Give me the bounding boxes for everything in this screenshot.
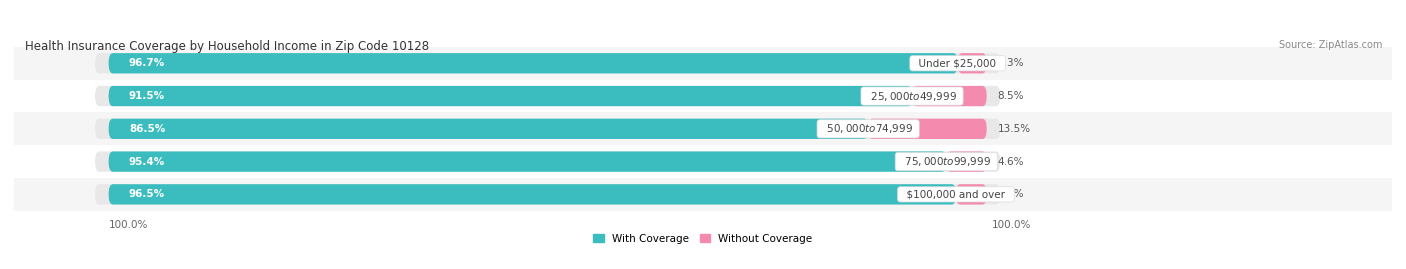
Text: 95.4%: 95.4%	[129, 157, 165, 167]
FancyBboxPatch shape	[108, 184, 956, 204]
Text: 4.6%: 4.6%	[997, 157, 1024, 167]
Text: 8.5%: 8.5%	[997, 91, 1024, 101]
FancyBboxPatch shape	[956, 184, 987, 204]
Text: Health Insurance Coverage by Household Income in Zip Code 10128: Health Insurance Coverage by Household I…	[25, 40, 429, 53]
FancyBboxPatch shape	[946, 151, 987, 172]
Text: $50,000 to $74,999: $50,000 to $74,999	[820, 122, 917, 135]
FancyBboxPatch shape	[108, 119, 868, 139]
Text: 100.0%: 100.0%	[108, 220, 148, 230]
Text: 100.0%: 100.0%	[991, 220, 1031, 230]
Text: 96.7%: 96.7%	[129, 58, 165, 68]
Bar	[0, 178, 1406, 211]
FancyBboxPatch shape	[108, 151, 946, 172]
Text: $25,000 to $49,999: $25,000 to $49,999	[863, 90, 960, 102]
FancyBboxPatch shape	[108, 86, 912, 106]
Bar	[0, 47, 1406, 80]
FancyBboxPatch shape	[96, 86, 1000, 106]
Text: 3.3%: 3.3%	[997, 58, 1024, 68]
FancyBboxPatch shape	[96, 184, 1000, 204]
Text: $100,000 and over: $100,000 and over	[900, 189, 1012, 199]
Bar	[0, 112, 1406, 145]
Bar	[0, 145, 1406, 178]
Text: 3.5%: 3.5%	[997, 189, 1024, 199]
FancyBboxPatch shape	[96, 53, 1000, 73]
Text: 96.5%: 96.5%	[129, 189, 165, 199]
FancyBboxPatch shape	[96, 119, 1000, 139]
FancyBboxPatch shape	[912, 86, 987, 106]
FancyBboxPatch shape	[96, 151, 1000, 172]
FancyBboxPatch shape	[957, 53, 987, 73]
FancyBboxPatch shape	[108, 53, 957, 73]
Text: 91.5%: 91.5%	[129, 91, 165, 101]
Text: 13.5%: 13.5%	[997, 124, 1031, 134]
Text: Source: ZipAtlas.com: Source: ZipAtlas.com	[1279, 40, 1382, 50]
Text: $75,000 to $99,999: $75,000 to $99,999	[898, 155, 995, 168]
Text: 86.5%: 86.5%	[129, 124, 165, 134]
Text: Under $25,000: Under $25,000	[912, 58, 1002, 68]
FancyBboxPatch shape	[868, 119, 987, 139]
Legend: With Coverage, Without Coverage: With Coverage, Without Coverage	[589, 229, 817, 248]
Bar	[0, 80, 1406, 112]
